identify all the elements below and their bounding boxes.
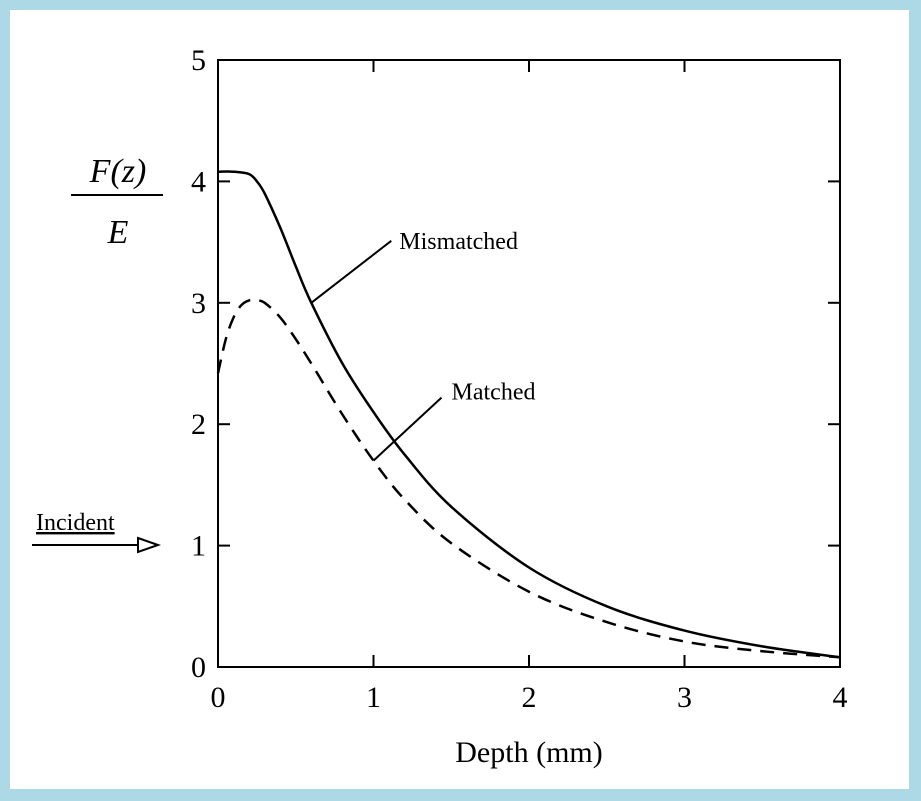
annotation-leader-mismatched xyxy=(310,240,392,304)
x-tick-label: 4 xyxy=(833,681,848,714)
y-tick-label: 3 xyxy=(191,287,206,320)
incident-label: Incident xyxy=(36,510,115,536)
incident-annotation: Incident xyxy=(32,510,162,554)
x-tick-label: 0 xyxy=(211,681,226,714)
y-tick-label: 1 xyxy=(191,530,206,563)
annotation-leader-matched xyxy=(372,396,443,462)
x-axis-title: Depth (mm) xyxy=(455,736,602,769)
y-axis-label-denominator: E xyxy=(107,214,129,251)
annotation-label-matched: Matched xyxy=(452,380,536,406)
x-tick-label: 2 xyxy=(522,681,537,714)
y-tick-label: 0 xyxy=(191,651,206,684)
x-tick-label: 1 xyxy=(366,681,381,714)
plot-area: 0 1 2 3 4 0 1 2 3 4 5 Mismatched Matched xyxy=(191,44,848,714)
figure-frame: F(z) E Incident Depth (mm) 0 1 2 3 4 0 1 2 3 4 5 Mi… xyxy=(10,10,909,789)
chart: F(z) E Incident Depth (mm) 0 1 2 3 4 0 1 2 3 4 5 Mi… xyxy=(32,44,848,769)
y-tick-label: 2 xyxy=(191,408,206,441)
x-tick-label: 3 xyxy=(677,681,692,714)
y-axis-label-numerator: F(z) xyxy=(89,153,147,190)
incident-arrow-head xyxy=(137,536,162,554)
y-axis-label: F(z) E xyxy=(71,153,163,251)
series-line-matched xyxy=(216,298,841,659)
y-tick-label: 5 xyxy=(191,44,206,77)
annotation-label-mismatched: Mismatched xyxy=(399,229,518,255)
y-tick-label: 4 xyxy=(191,165,206,198)
series-line-mismatched xyxy=(217,170,841,659)
